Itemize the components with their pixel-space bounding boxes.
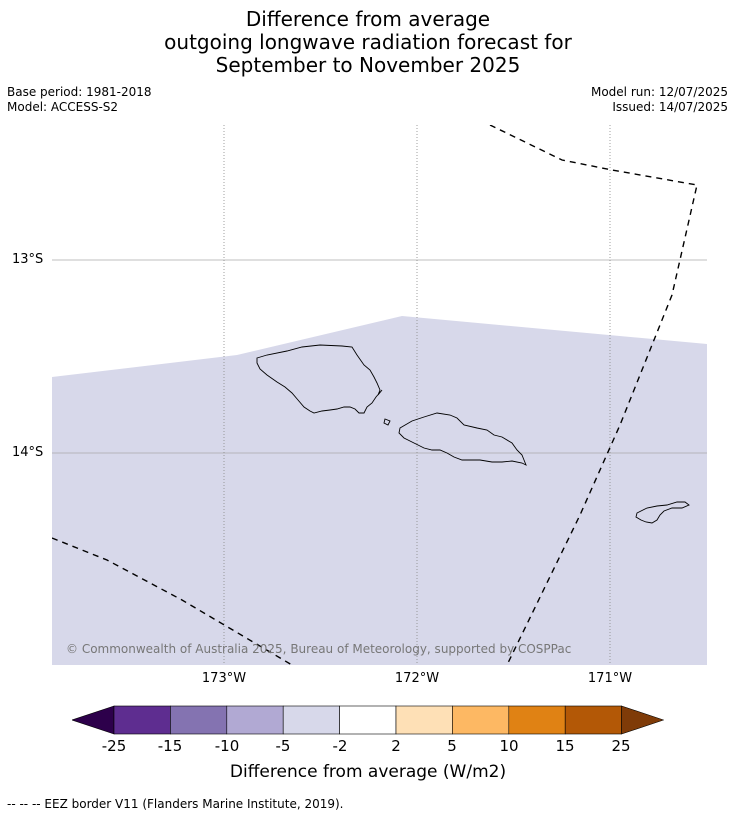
forecast-anomaly-area (52, 316, 707, 665)
colorbar-tick: 25 (611, 737, 631, 755)
colorbar-tick: -5 (275, 737, 291, 755)
savaii-island (256, 344, 383, 414)
eez-legend-note: -- -- -- EEZ border V11 (Flanders Marine… (7, 797, 344, 811)
colorbar-tick: 15 (555, 737, 575, 755)
colorbar-tick: -2 (332, 737, 348, 755)
colorbar-tick: 10 (499, 737, 519, 755)
lon-label-172w: 172°W (394, 671, 440, 686)
colorbar-tick: 2 (391, 737, 401, 755)
colorbar-tick: -25 (101, 737, 127, 755)
issued-date: Issued: 14/07/2025 (612, 100, 728, 114)
lon-label-173w: 173°W (201, 671, 247, 686)
title-line-2: outgoing longwave radiation forecast for (164, 30, 572, 54)
colorbar-segment (170, 705, 228, 735)
meta-right: Model run: 12/07/2025 Issued: 14/07/2025 (591, 85, 728, 115)
title-line-3: September to November 2025 (215, 53, 521, 77)
colorbar-tick: -15 (157, 737, 183, 755)
chart-title: Difference from average outgoing longwav… (0, 8, 736, 77)
lat-label-14s: 14°S (12, 445, 44, 460)
colorbar-segment (282, 705, 340, 735)
base-period: Base period: 1981-2018 (7, 85, 152, 99)
colorbar-arrow-high (621, 705, 664, 735)
colorbar-segment (508, 705, 566, 735)
colorbar-tick: 5 (447, 737, 457, 755)
colorbar-segment (226, 705, 284, 735)
title-line-1: Difference from average (245, 7, 491, 31)
eez-border-north (489, 125, 698, 665)
colorbar-segment (564, 705, 622, 735)
upolu-island (398, 412, 527, 466)
colorbar-segment (452, 705, 510, 735)
model-name: Model: ACCESS-S2 (7, 100, 119, 114)
colorbar-arrow-low (72, 705, 115, 735)
copyright-notice: © Commonwealth of Australia 2025, Bureau… (66, 642, 572, 656)
model-run: Model run: 12/07/2025 (590, 85, 728, 99)
colorbar-segment (113, 705, 171, 735)
lat-label-13s: 13°S (12, 252, 44, 267)
colorbar-segment (395, 705, 453, 735)
colorbar (72, 705, 664, 735)
meta-left: Base period: 1981-2018 Model: ACCESS-S2 (7, 85, 152, 115)
manono-island (383, 418, 391, 426)
colorbar-label: Difference from average (W/m2) (229, 762, 507, 782)
map-panel (52, 125, 707, 665)
eez-border-southwest (52, 537, 293, 665)
colorbar-segment (339, 705, 397, 735)
tutuila-island (635, 501, 690, 524)
colorbar-tick: -10 (214, 737, 240, 755)
lon-label-171w: 171°W (587, 671, 633, 686)
